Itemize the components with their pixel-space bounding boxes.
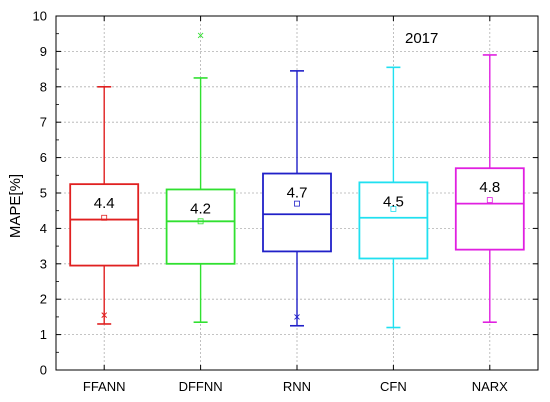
- box-iqr: [69, 183, 140, 267]
- axes: 0 1 2 3 4 5 6 7 8 9 10 FFANN DFFNN RNN CFN NARX: [33, 9, 539, 394]
- y-tick-label: 0: [40, 363, 47, 378]
- box-rnn: 4.7: [262, 70, 332, 327]
- y-tick-label: 5: [40, 186, 47, 201]
- mean-label: 4.5: [383, 193, 404, 210]
- box-iqr: [358, 181, 429, 260]
- mean-marker: [197, 218, 204, 225]
- box-iqr: [454, 167, 525, 251]
- mean-marker: [294, 200, 300, 207]
- x-tick-label: NARX: [472, 379, 508, 394]
- mean-label: 4.4: [94, 195, 115, 212]
- mean-marker: [390, 206, 397, 212]
- mean-marker: [486, 197, 493, 203]
- y-tick-label: 6: [40, 150, 47, 165]
- y-tick-label: 10: [33, 9, 47, 24]
- x-tick-label: RNN: [283, 379, 311, 394]
- box-iqr: [165, 188, 236, 265]
- mean-marker: [101, 214, 108, 221]
- box-ffann: 4.4: [69, 86, 140, 325]
- y-tick-label: 3: [40, 256, 47, 271]
- mean-label: 4.7: [287, 185, 308, 202]
- outlier-marker: [197, 32, 204, 39]
- mean-label: 4.8: [479, 179, 500, 196]
- y-tick-label: 2: [40, 292, 47, 307]
- x-tick-label: DFFNN: [179, 379, 223, 394]
- x-tick-label: FFANN: [83, 379, 126, 394]
- outlier-marker: [294, 314, 300, 320]
- box-cfn: 4.5: [358, 66, 429, 329]
- y-tick-label: 8: [40, 79, 47, 94]
- y-tick-label: 4: [40, 221, 47, 236]
- y-axis-title: MAPE[%]: [7, 174, 24, 238]
- y-tick-label: 9: [40, 44, 47, 59]
- mean-label: 4.2: [190, 200, 211, 217]
- box-plots: 4.4 4.2 4.7 4.5 4.8: [69, 32, 525, 329]
- x-tick-label: CFN: [380, 379, 407, 394]
- box-dffnn: 4.2: [165, 32, 236, 324]
- y-tick-label: 7: [40, 115, 47, 130]
- outlier-marker: [101, 312, 108, 318]
- box-iqr: [262, 172, 332, 253]
- box-narx: 4.8: [454, 54, 525, 324]
- year-annotation: 2017: [405, 30, 438, 47]
- y-tick-label: 1: [40, 327, 47, 342]
